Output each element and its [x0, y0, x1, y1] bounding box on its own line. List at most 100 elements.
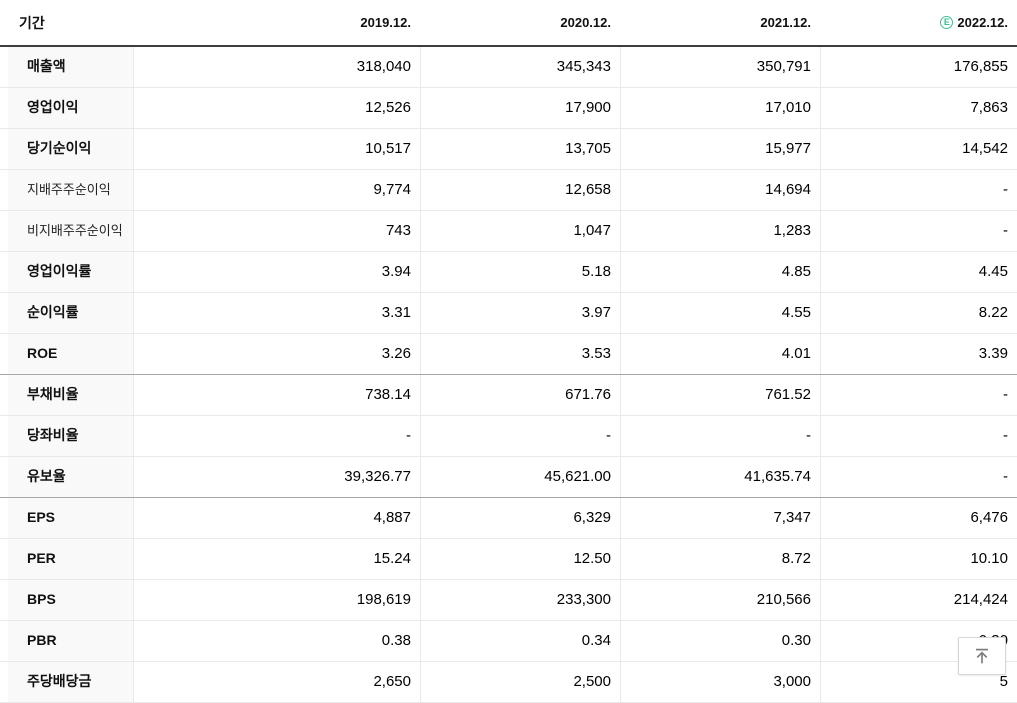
cell-value: 5.18	[420, 252, 620, 292]
cell-value: -	[820, 375, 1017, 415]
cell-value: 176,855	[820, 47, 1017, 87]
table-row: 유보율 39,326.77 45,621.00 41,635.74-	[0, 457, 1017, 498]
cell-value: 0.34	[420, 621, 620, 661]
cell-value: 17,900	[420, 88, 620, 128]
estimate-circle-e-icon: E	[940, 16, 954, 29]
cell-value: 2,500	[420, 662, 620, 702]
cell-value: 214,424	[820, 580, 1017, 620]
cell-value: 4.85	[620, 252, 820, 292]
cell-value: 3.97	[420, 293, 620, 333]
cell-value: 345,343	[420, 47, 620, 87]
cell-value: 738.14	[133, 375, 420, 415]
table-row: PER 15.24 12.50 8.72 10.10	[0, 539, 1017, 580]
table-row: EPS 4,887 6,329 7,347 6,476	[0, 498, 1017, 539]
cell-value: 5	[820, 662, 1017, 702]
cell-value: -	[420, 416, 620, 456]
cell-value: 743	[133, 211, 420, 251]
cell-value: 350,791	[620, 47, 820, 87]
table-row: 비지배주주순이익 743 1,047 1,283-	[0, 211, 1017, 252]
cell-value: 4.55	[620, 293, 820, 333]
cell-value: 3.26	[133, 334, 420, 374]
table-row: 부채비율 738.14 671.76 761.52-	[0, 375, 1017, 416]
column-header-202112: 2021.12.	[620, 15, 820, 30]
table-row: 당좌비율 - - - -	[0, 416, 1017, 457]
cell-value: 4,887	[133, 498, 420, 538]
cell-value: -	[820, 457, 1017, 497]
scroll-to-top-button[interactable]	[958, 637, 1006, 675]
cell-value: -	[820, 170, 1017, 210]
cell-value: 9,774	[133, 170, 420, 210]
cell-value: 10.10	[820, 539, 1017, 579]
row-label: 매출액	[0, 47, 133, 87]
arrow-up-to-top-icon	[971, 645, 993, 667]
row-label: 유보율	[0, 457, 133, 497]
table-row: 순이익률 3.31 3.97 4.55 8.22	[0, 293, 1017, 334]
table-row: ROE 3.26 3.53 4.01 3.39	[0, 334, 1017, 375]
table-row: 매출액 318,040 345,343 350,791 176,855	[0, 47, 1017, 88]
cell-value: 8.22	[820, 293, 1017, 333]
table-header-row: 기간 2019.12. 2020.12. 2021.12. E 2022.12.	[0, 0, 1017, 47]
table-row: 당기순이익 10,517 13,705 15,977 14,542	[0, 129, 1017, 170]
row-label: 영업이익률	[0, 252, 133, 292]
row-label: BPS	[0, 580, 133, 620]
cell-value: 14,694	[620, 170, 820, 210]
cell-value: 0.30	[620, 621, 820, 661]
table-row: BPS 198,619 233,300 210,566 214,424	[0, 580, 1017, 621]
row-label: 당좌비율	[0, 416, 133, 456]
cell-value: 318,040	[133, 47, 420, 87]
cell-value: 671.76	[420, 375, 620, 415]
cell-value: -	[820, 211, 1017, 251]
row-label: ROE	[0, 334, 133, 374]
row-label: 비지배주주순이익	[0, 211, 133, 251]
table-row: 영업이익률 3.94 5.18 4.85 4.45	[0, 252, 1017, 293]
cell-value: -	[820, 416, 1017, 456]
cell-value: 3.94	[133, 252, 420, 292]
cell-value: 3,000	[620, 662, 820, 702]
row-label: PER	[0, 539, 133, 579]
cell-value: -	[133, 416, 420, 456]
cell-value: 45,621.00	[420, 457, 620, 497]
row-label: 영업이익	[0, 88, 133, 128]
table-row: 영업이익 12,526 17,900 17,010 7,863	[0, 88, 1017, 129]
cell-value: 0.38	[133, 621, 420, 661]
cell-value: 3.53	[420, 334, 620, 374]
table-row: 지배주주순이익 9,774 12,658 14,694-	[0, 170, 1017, 211]
cell-value: 8.72	[620, 539, 820, 579]
cell-value: 4.01	[620, 334, 820, 374]
cell-value: 13,705	[420, 129, 620, 169]
row-label: 당기순이익	[0, 129, 133, 169]
column-header-text: 2022.12.	[957, 15, 1008, 30]
cell-value: 3.31	[133, 293, 420, 333]
cell-value: 15,977	[620, 129, 820, 169]
column-header-text: 2020.12.	[560, 15, 611, 30]
row-label: EPS	[0, 498, 133, 538]
cell-value: 7,863	[820, 88, 1017, 128]
cell-value: 233,300	[420, 580, 620, 620]
table-body: 매출액 318,040 345,343 350,791 176,855 영업이익 12,52…	[0, 47, 1017, 703]
cell-value: 41,635.74	[620, 457, 820, 497]
cell-value: 39,326.77	[133, 457, 420, 497]
cell-value: 4.45	[820, 252, 1017, 292]
column-header-text: 2021.12.	[760, 15, 811, 30]
cell-value: 14,542	[820, 129, 1017, 169]
column-header-text: 2019.12.	[360, 15, 411, 30]
cell-value: 15.24	[133, 539, 420, 579]
column-header-202012: 2020.12.	[420, 15, 620, 30]
cell-value: 198,619	[133, 580, 420, 620]
cell-value: 2,650	[133, 662, 420, 702]
cell-value: 210,566	[620, 580, 820, 620]
cell-value: 10,517	[133, 129, 420, 169]
cell-value: 1,283	[620, 211, 820, 251]
cell-value: 12,658	[420, 170, 620, 210]
cell-value: 7,347	[620, 498, 820, 538]
cell-value: 3.39	[820, 334, 1017, 374]
cell-value: -	[620, 416, 820, 456]
column-header-201912: 2019.12.	[133, 15, 420, 30]
row-label: 주당배당금	[0, 662, 133, 702]
row-label: 부채비율	[0, 375, 133, 415]
cell-value: 12.50	[420, 539, 620, 579]
period-header-label: 기간	[19, 14, 45, 31]
row-label: 지배주주순이익	[0, 170, 133, 210]
